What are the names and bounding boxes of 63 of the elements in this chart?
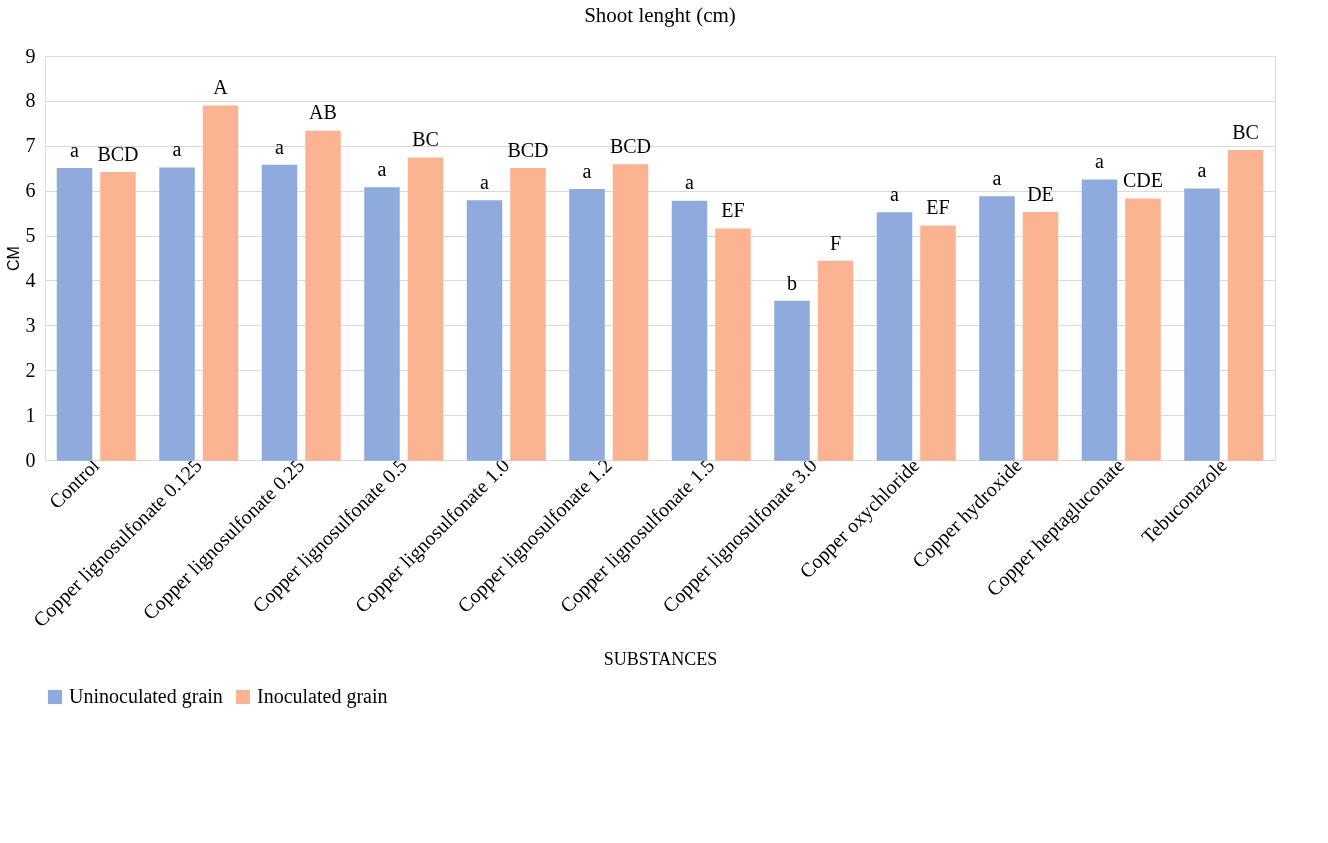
bar [1184, 188, 1220, 461]
bar [612, 164, 649, 461]
bar [774, 300, 810, 461]
bar [920, 225, 956, 461]
annotation: a [685, 171, 695, 194]
y-tick-label: 4 [25, 268, 36, 291]
legend-label: Uninoculated grain [69, 685, 223, 708]
y-tick-label: 6 [25, 179, 36, 202]
annotation: F [829, 231, 842, 254]
annotation: a [480, 170, 490, 193]
annotation: b [787, 271, 798, 294]
y-tick-label: 0 [25, 448, 36, 471]
y-tick-label: 5 [25, 224, 36, 247]
bar [569, 189, 605, 461]
bar [817, 260, 854, 461]
bar [1022, 211, 1059, 461]
y-tick-label: 8 [25, 89, 36, 112]
annotation: CDE [1122, 169, 1163, 192]
bar [305, 130, 341, 461]
annotation: a [377, 157, 387, 180]
annotation: EF [926, 196, 950, 219]
y-tick-label: 2 [25, 358, 36, 381]
bar [159, 167, 195, 461]
annotation: BCD [609, 135, 652, 158]
bar [261, 164, 298, 461]
x-axis-title: SUBSTANCES [603, 649, 718, 669]
chart-title: Shoot lenght (cm) [584, 3, 736, 27]
annotation: a [992, 166, 1002, 189]
bar [510, 167, 546, 461]
bar [407, 157, 444, 461]
annotation: BC [412, 128, 439, 151]
bar [979, 196, 1015, 461]
legend-label: Inoculated grain [257, 685, 388, 708]
bar [202, 105, 239, 461]
bar [364, 187, 400, 461]
annotation: A [213, 76, 229, 99]
bar [1227, 149, 1264, 461]
annotation: BCD [507, 138, 549, 161]
annotation: a [582, 159, 592, 182]
bar [876, 212, 913, 461]
annotation: AB [309, 101, 337, 124]
bar [100, 171, 136, 461]
annotation: a [70, 138, 80, 161]
annotation: a [1197, 159, 1207, 182]
y-tick-label: 1 [25, 403, 36, 426]
annotation: a [890, 183, 900, 206]
y-tick-label: 9 [25, 44, 36, 67]
annotation: DE [1027, 182, 1054, 205]
y-tick-label: 7 [25, 134, 36, 157]
y-tick-label: 3 [25, 313, 36, 336]
bar [715, 228, 751, 461]
annotation: EF [721, 199, 745, 222]
annotation: a [1095, 150, 1105, 173]
bar [56, 167, 93, 461]
annotation: a [275, 135, 285, 158]
annotation: BC [1232, 120, 1259, 143]
annotation: BCD [97, 142, 139, 165]
annotation: a [172, 138, 182, 161]
bar [466, 200, 503, 461]
bar [1125, 198, 1161, 461]
y-axis-title: CM [4, 246, 22, 271]
bar [1081, 179, 1118, 461]
bar [671, 200, 708, 461]
